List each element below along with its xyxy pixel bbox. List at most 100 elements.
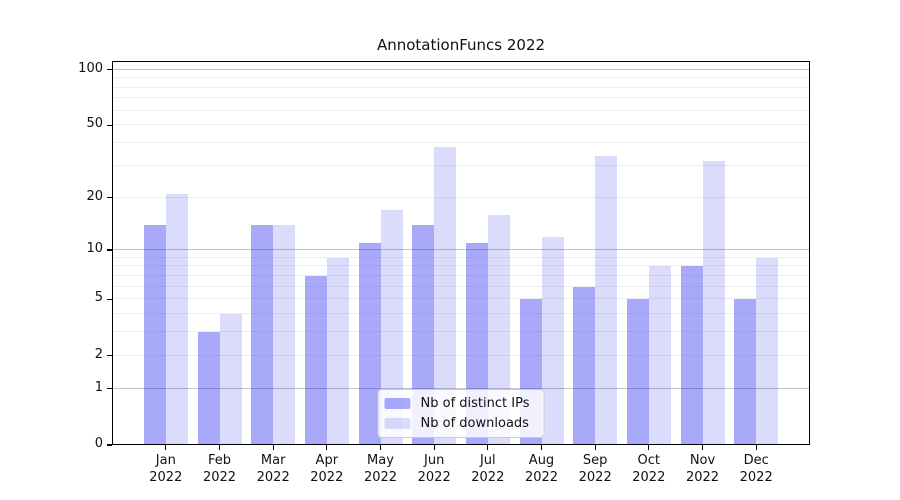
x-tick-label-line: 2022 [417,470,451,485]
bar-distinct-ips-nov [680,266,703,445]
x-tick-mark-jun [433,445,435,450]
x-tick-label-line: 2022 [685,470,720,485]
y-tick-mark-1 [107,387,112,390]
minor-gridline-80 [112,86,810,88]
bar-distinct-ips-oct [626,299,649,445]
x-tick-mark-sep [594,445,596,450]
x-tick-label-line: 2022 [739,470,773,485]
x-tick-label-may: May 2022 [349,452,413,486]
x-tick-mark-feb [218,445,221,450]
x-tick-mark-jul [487,445,489,450]
x-tick-label-jan: Jan 2022 [134,452,198,486]
bar-downloads-mar [273,224,296,445]
x-tick-label-line: Aug [528,453,555,468]
x-tick-label-line: 2022 [363,470,398,485]
legend-item-downloads: Nb of downloads [384,416,530,431]
minor-gridline-9 [112,256,810,258]
x-tick-label-line: 2022 [632,470,666,485]
x-tick-label-line: May [367,453,394,468]
x-tick-label-line: 2022 [149,470,183,485]
x-tick-label-line: Jul [479,453,496,468]
x-tick-label-line: 2022 [524,470,559,485]
y-tick-label-2: 2 [94,346,103,362]
bar-downloads-dec [756,257,779,445]
x-tick-mark-oct [648,445,650,450]
minor-gridline-50 [112,124,810,126]
y-tick-label-5: 5 [94,290,103,306]
plot-area: Nb of distinct IPs Nb of downloads [112,61,810,445]
legend: Nb of distinct IPs Nb of downloads [377,389,545,438]
chart-title: AnnotationFuncs 2022 [376,36,546,54]
x-tick-label-jul: Jul 2022 [456,452,520,486]
bar-distinct-ips-mar [251,224,274,445]
bar-distinct-ips-may [358,243,381,445]
x-tick-label-line: Nov [689,453,716,468]
bar-distinct-ips-jan [143,224,166,445]
x-tick-label-line: Feb [207,453,232,468]
major-gridline-1 [112,387,810,389]
major-gridline-10 [112,249,810,250]
minor-gridline-30 [112,164,810,166]
bar-downloads-may [380,210,403,445]
x-tick-label-line: Oct [637,453,661,468]
y-tick-label-1: 1 [94,379,103,395]
legend-item-distinct-ips: Nb of distinct IPs [384,396,529,411]
x-tick-mark-apr [326,445,328,450]
y-tick-label-0: 0 [94,436,103,451]
bar-downloads-sep [595,155,618,445]
x-tick-mark-aug [540,445,543,450]
bar-downloads-aug [541,236,564,445]
minor-gridline-8 [112,265,810,267]
bar-distinct-ips-apr [304,275,327,445]
x-tick-mark-nov [701,445,704,450]
bar-downloads-jan [165,193,188,445]
y-tick-mark-2 [107,355,112,357]
bar-distinct-ips-sep [573,286,596,445]
x-tick-label-apr: Apr 2022 [295,452,359,486]
minor-gridline-5 [112,298,810,300]
x-tick-label-line: 2022 [310,470,344,485]
x-tick-label-sep: Sep 2022 [563,452,627,486]
x-tick-label-line: 2022 [578,470,612,485]
minor-gridline-2 [112,354,810,356]
y-tick-mark-100 [107,69,112,71]
x-tick-label-line: Jan [155,453,176,468]
y-tick-mark-50 [107,124,112,126]
legend-label-downloads: Nb of downloads [420,416,529,431]
minor-gridline-4 [112,313,810,315]
bar-downloads-jul [487,214,510,445]
y-tick-label-10: 10 [86,241,103,256]
bar-downloads-oct [648,266,671,445]
x-tick-label-line: Mar [260,453,286,468]
x-tick-label-aug: Aug 2022 [510,452,574,486]
minor-gridline-3 [112,331,810,333]
bar-downloads-nov [702,160,725,445]
minor-gridline-90 [112,77,810,79]
y-tick-mark-0 [107,444,112,446]
bar-downloads-apr [326,257,349,445]
minor-gridline-40 [112,142,810,144]
legend-swatch-distinct-ips [384,398,411,409]
x-tick-label-dec: Dec 2022 [724,452,788,486]
x-tick-mark-jan [165,445,167,450]
y-tick-label-100: 100 [78,60,103,76]
x-tick-label-feb: Feb 2022 [188,452,252,486]
x-tick-label-line: 2022 [471,470,505,485]
x-tick-label-line: Sep [582,453,608,468]
x-tick-label-jun: Jun 2022 [402,452,466,486]
x-tick-label-line: 2022 [256,470,290,485]
y-tick-label-50: 50 [86,116,103,132]
x-tick-label-line: Dec [743,453,769,468]
y-tick-mark-20 [107,196,112,199]
x-tick-label-oct: Oct 2022 [617,452,681,486]
minor-gridline-6 [112,285,810,287]
minor-gridline-7 [112,274,810,276]
x-tick-label-line: 2022 [202,470,237,485]
y-tick-mark-5 [107,298,112,300]
legend-swatch-downloads [384,418,411,429]
x-tick-mark-may [379,445,382,450]
minor-gridline-20 [112,196,810,198]
x-tick-label-nov: Nov 2022 [671,452,735,486]
y-tick-mark-10 [107,249,112,251]
